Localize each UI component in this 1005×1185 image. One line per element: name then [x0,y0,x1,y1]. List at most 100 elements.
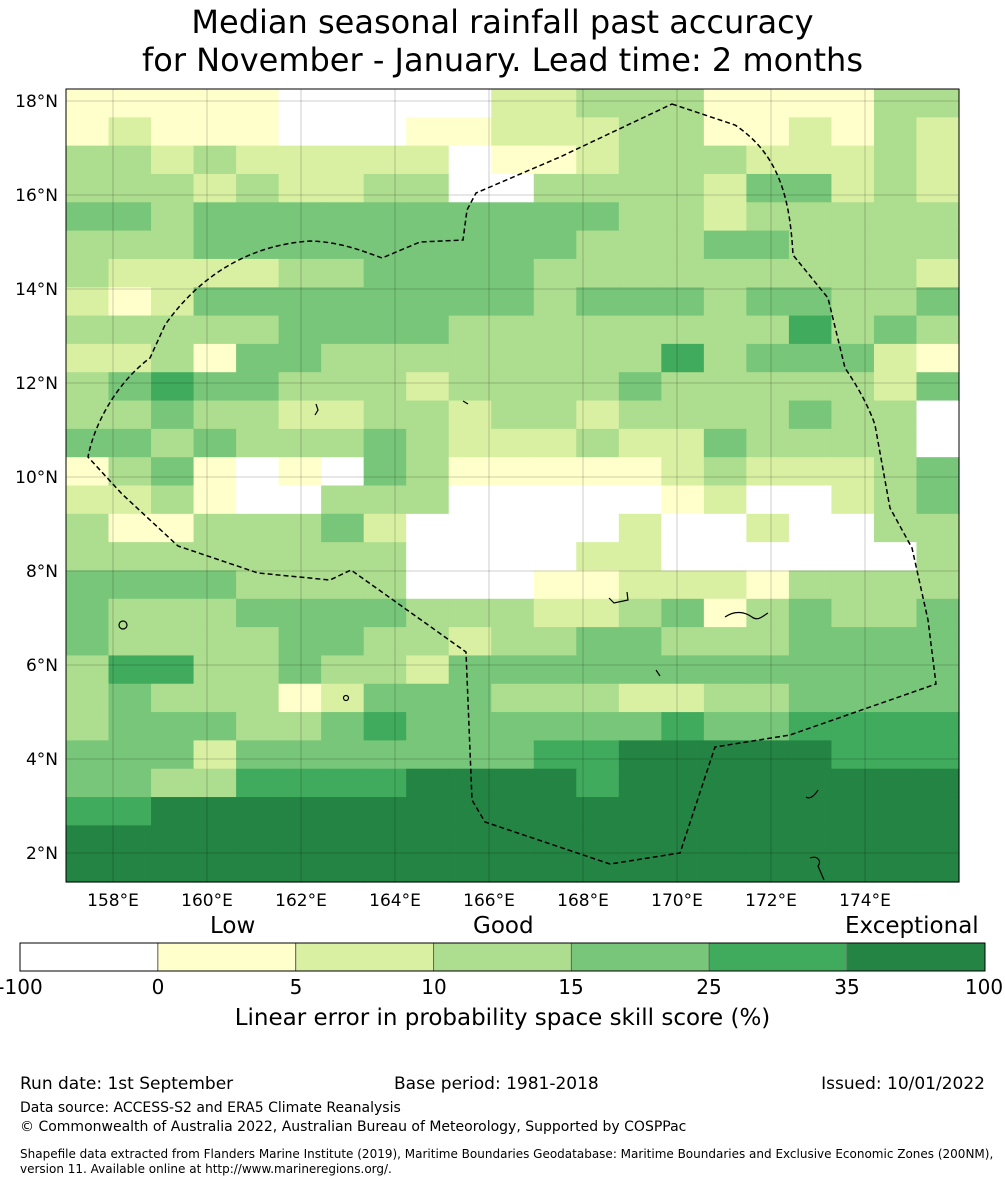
skill-cell [916,853,960,883]
skill-cell [151,457,195,487]
skill-cell [151,542,195,572]
skill-cell [873,825,918,855]
skill-cell [491,740,535,770]
skill-cell [661,825,705,855]
skill-cell [831,655,875,685]
skill-cell [448,258,492,288]
skill-cell [321,258,365,288]
skill-cell [66,230,110,260]
skill-cell [618,683,662,713]
skill-cell [66,768,110,798]
skill-cell [236,655,280,685]
skill-cell [108,428,152,458]
skill-cell [533,145,577,175]
skill-cell [746,513,790,543]
skill-cell [491,457,535,487]
skill-cell [533,485,577,515]
skill-cell [151,173,195,203]
skill-cell [533,570,577,600]
skill-cell [788,428,833,458]
skill-cell [831,258,875,288]
skill-cell [746,400,790,430]
skill-cell [618,825,662,855]
skill-cell [916,258,960,288]
skill-cell [873,570,918,600]
skill-cell [108,287,152,317]
skill-cell [746,457,790,487]
skill-cell [66,740,110,770]
skill-cell [576,598,620,628]
skill-cell [448,145,492,175]
island-outline [809,856,825,881]
skill-cell [533,825,577,855]
skill-cell [873,485,918,515]
skill-cell [576,655,620,685]
skill-cell [448,712,492,741]
skill-cell [576,485,620,515]
skill-cell [576,89,620,118]
skill-cell [66,853,110,883]
skill-cell [703,797,747,826]
skill-cell [321,173,365,203]
skill-cell [831,570,875,600]
skill-cell [406,655,450,685]
skill-cell [661,315,705,345]
skill-cell [576,258,620,288]
skill-cell [448,400,492,430]
eez-boundary [87,103,937,865]
skill-cell [236,202,280,232]
skill-cell [321,400,365,430]
skill-cell [193,343,237,373]
skill-cell [831,768,875,798]
skill-cell [576,173,620,203]
skill-cell [278,853,322,883]
colorbar-category-low: Low [210,913,256,939]
skill-cell [618,655,662,685]
skill-cell [278,287,322,317]
skill-cell [533,400,577,430]
skill-cell [873,145,918,175]
skill-grid [66,89,960,883]
skill-cell [788,202,833,232]
skill-cell [278,230,322,260]
skill-cell [193,570,237,600]
skill-cell [151,400,195,430]
skill-cell [618,712,662,741]
skill-cell [193,315,237,345]
skill-cell [618,400,662,430]
skill-cell [448,513,492,543]
skill-cell [746,372,790,402]
skill-cell [151,89,195,118]
skill-cell [916,513,960,543]
skill-cell [873,287,918,317]
skill-cell [703,825,747,855]
skill-cell [916,315,960,345]
skill-cell [363,485,407,515]
skill-cell [236,173,280,203]
skill-cell [321,542,365,572]
colorbar-tick: 10 [421,975,447,999]
colorbar-swatch [19,942,159,972]
skill-cell [533,89,577,118]
skill-cell [703,230,747,260]
skill-cell [491,287,535,317]
skill-cell [278,825,322,855]
skill-cell [533,315,577,345]
skill-cell [278,145,322,175]
skill-cell [108,570,152,600]
skill-cell [618,202,662,232]
colorbar-tick: -100 [0,975,43,999]
longitude-label: 168°E [557,891,609,911]
skill-cell [873,768,918,798]
colorbar-swatch [157,942,297,972]
skill-cell [406,542,450,572]
skill-cell [406,89,450,118]
skill-cell [363,400,407,430]
skill-cell [661,400,705,430]
skill-cell [661,542,705,572]
skill-cell [448,117,492,147]
skill-cell [873,853,918,883]
skill-cell [448,457,492,487]
shapefile-credit-line-1: Shapefile data extracted from Flanders M… [20,1147,994,1161]
skill-cell [576,542,620,572]
